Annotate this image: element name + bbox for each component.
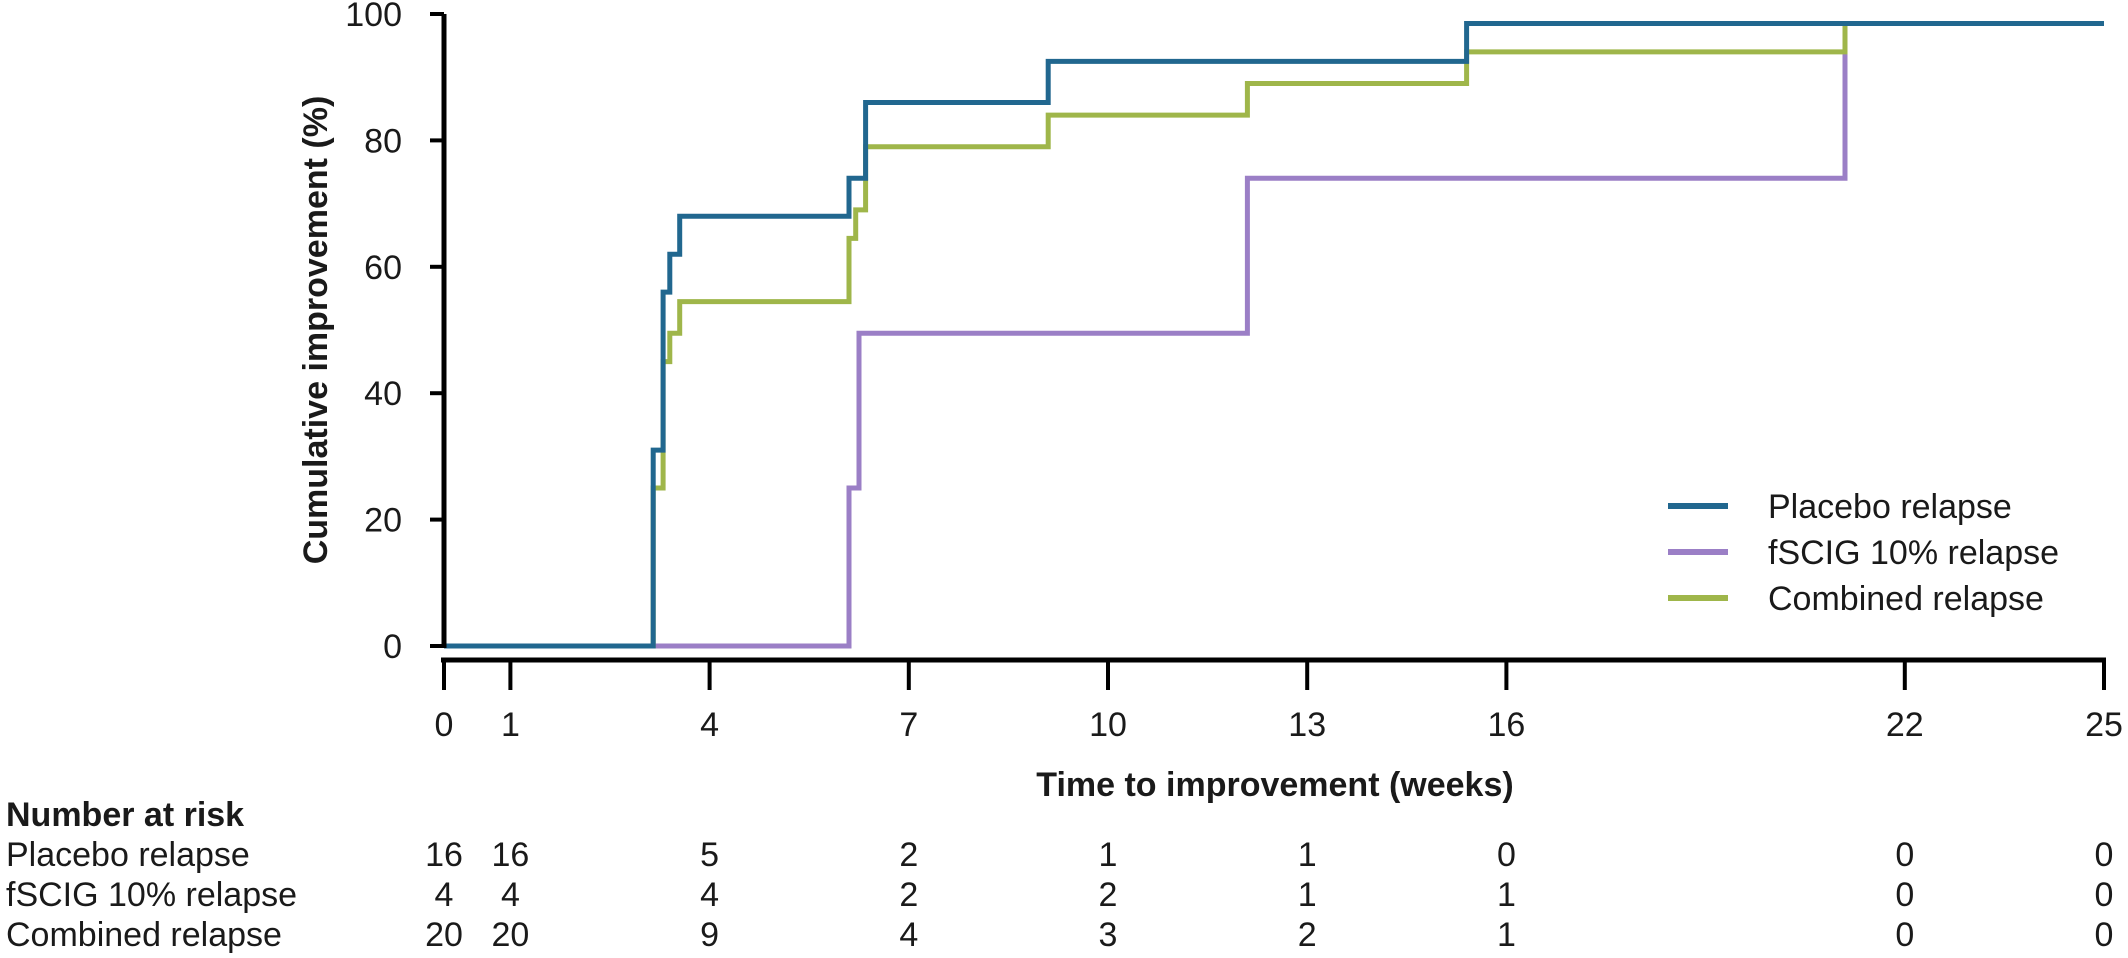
- risk-cell: 9: [700, 916, 719, 954]
- risk-cell: 16: [425, 836, 463, 874]
- x-tick-label: 16: [1487, 706, 1525, 744]
- risk-cell: 1: [1298, 836, 1317, 874]
- series-layer: [444, 21, 2104, 649]
- x-tick-label: 7: [899, 706, 918, 744]
- risk-cell: 4: [700, 876, 719, 914]
- risk-cell: 0: [1497, 836, 1516, 874]
- risk-cell: 4: [501, 876, 520, 914]
- risk-cell: 2: [1099, 876, 1118, 914]
- risk-cell: 0: [1895, 916, 1914, 954]
- risk-table-heading: Number at risk: [6, 796, 244, 834]
- y-tick-label: 80: [364, 122, 402, 160]
- x-tick-label: 22: [1886, 706, 1924, 744]
- legend-label-2: Combined relapse: [1768, 580, 2044, 618]
- risk-row-label: Placebo relapse: [6, 836, 250, 874]
- y-tick-label: 0: [383, 628, 402, 666]
- legend-label-0: Placebo relapse: [1768, 488, 2012, 526]
- risk-cell: 4: [435, 876, 454, 914]
- x-tick-label: 25: [2085, 706, 2123, 744]
- x-axis-title: Time to improvement (weeks): [1036, 766, 1513, 804]
- risk-cell: 20: [491, 916, 529, 954]
- x-tick-label: 4: [700, 706, 719, 744]
- risk-cell: 20: [425, 916, 463, 954]
- risk-cell: 3: [1099, 916, 1118, 954]
- risk-cell: 0: [2095, 836, 2114, 874]
- risk-cell: 0: [1895, 876, 1914, 914]
- risk-cell: 1: [1099, 836, 1118, 874]
- risk-row-label: Combined relapse: [6, 916, 282, 954]
- risk-cell: 1: [1497, 916, 1516, 954]
- y-tick-label: 100: [345, 0, 402, 34]
- y-tick-label: 40: [364, 375, 402, 413]
- risk-row-label: fSCIG 10% relapse: [6, 876, 297, 914]
- risk-cell: 16: [491, 836, 529, 874]
- risk-cell: 2: [1298, 916, 1317, 954]
- x-tick-label: 10: [1089, 706, 1127, 744]
- risk-cell: 1: [1298, 876, 1317, 914]
- x-ticks: 0 1 4 7 10 13 16 22 25: [435, 660, 2123, 744]
- risk-cell: 5: [700, 836, 719, 874]
- y-tick-label: 20: [364, 502, 402, 540]
- series-line-0: [444, 21, 2104, 649]
- axes-layer: [441, 14, 2106, 663]
- x-tick-label: 1: [501, 706, 520, 744]
- x-tick-label: 0: [435, 706, 454, 744]
- y-tick-label: 60: [364, 249, 402, 287]
- risk-cell: 0: [2095, 916, 2114, 954]
- risk-cell: 0: [2095, 876, 2114, 914]
- series-line-1: [444, 21, 2104, 649]
- risk-cell: 1: [1497, 876, 1516, 914]
- x-tick-label: 13: [1288, 706, 1326, 744]
- risk-cell: 4: [899, 916, 918, 954]
- legend: Placebo relapse fSCIG 10% relapse Combined…: [1668, 488, 2059, 618]
- y-ticks: 0 20 40 60 80 100: [345, 0, 444, 666]
- legend-label-1: fSCIG 10% relapse: [1768, 534, 2059, 572]
- risk-cell: 2: [899, 836, 918, 874]
- risk-cell: 0: [1895, 836, 1914, 874]
- risk-cell: 2: [899, 876, 918, 914]
- y-axis-title: Cumulative improvement (%): [297, 96, 335, 565]
